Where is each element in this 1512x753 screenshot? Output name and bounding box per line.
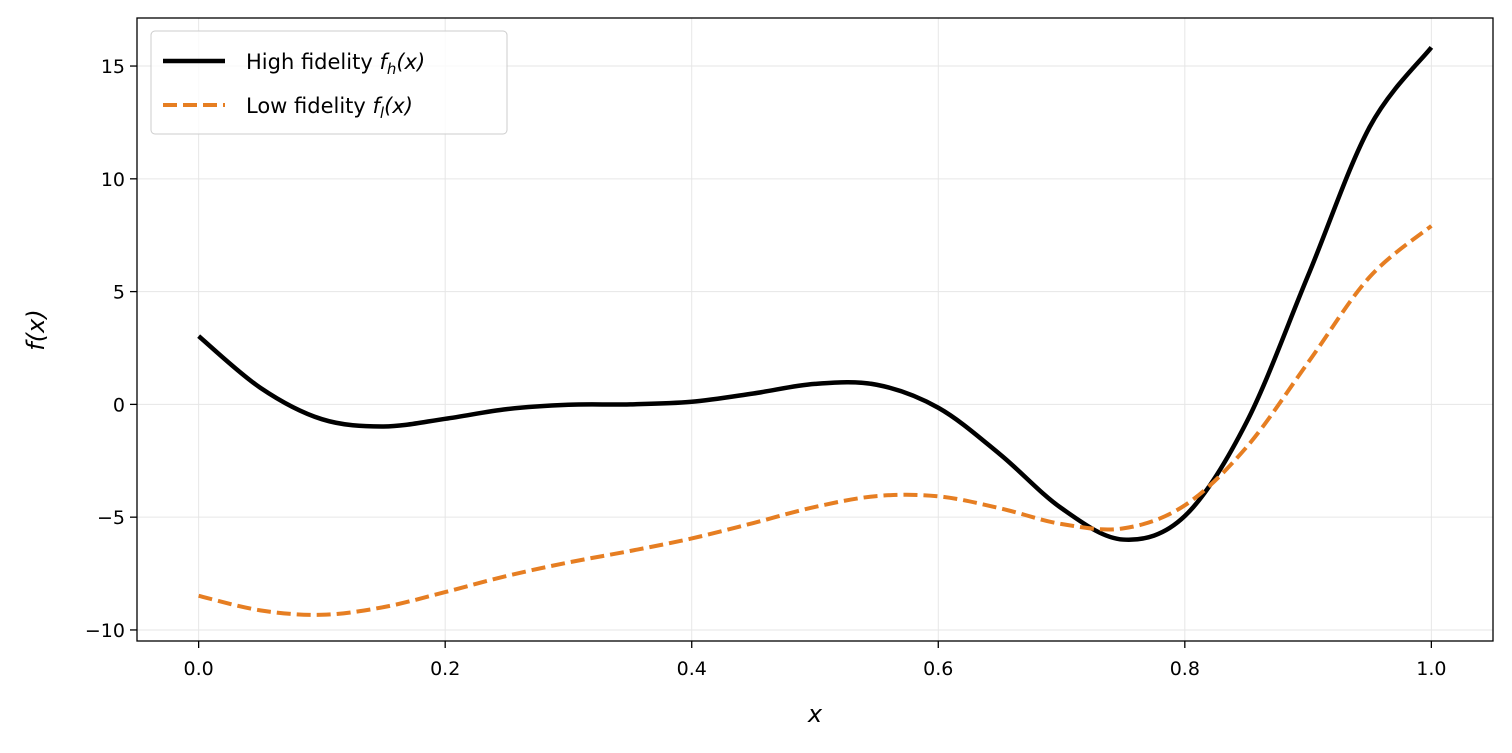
y-tick-label: −10 (85, 620, 125, 642)
legend-label-low: Low fidelity fl(x) (246, 94, 413, 122)
series-line-high-fidelity (197, 45, 1434, 542)
series-line-low-fidelity (198, 224, 1433, 617)
x-tick-label: 0.6 (923, 658, 953, 680)
y-tick-label: −5 (97, 507, 125, 529)
y-tick-label: 15 (101, 56, 125, 78)
axes-frame (136, 17, 1494, 642)
x-tick-label: 0.4 (677, 658, 707, 680)
ticks: 0.0 0.2 0.4 0.6 0.8 1.0 −10 −5 0 5 10 15 (85, 56, 1447, 680)
y-tick-label: 10 (101, 169, 125, 191)
x-tick-label: 0.0 (184, 658, 214, 680)
legend: High fidelity fh(x) Low fidelity fl(x) (150, 30, 508, 135)
x-tick-label: 0.8 (1170, 658, 1200, 680)
legend-box (150, 30, 508, 135)
y-axis-label: f(x) (22, 309, 50, 350)
series-lines (197, 45, 1434, 617)
x-tick-label: 0.2 (430, 658, 460, 680)
x-tick-label: 1.0 (1416, 658, 1446, 680)
x-axis-label: x (807, 700, 823, 728)
y-tick-label: 0 (113, 394, 125, 416)
legend-label-high: High fidelity fh(x) (246, 50, 425, 78)
y-tick-label: 5 (113, 282, 125, 304)
